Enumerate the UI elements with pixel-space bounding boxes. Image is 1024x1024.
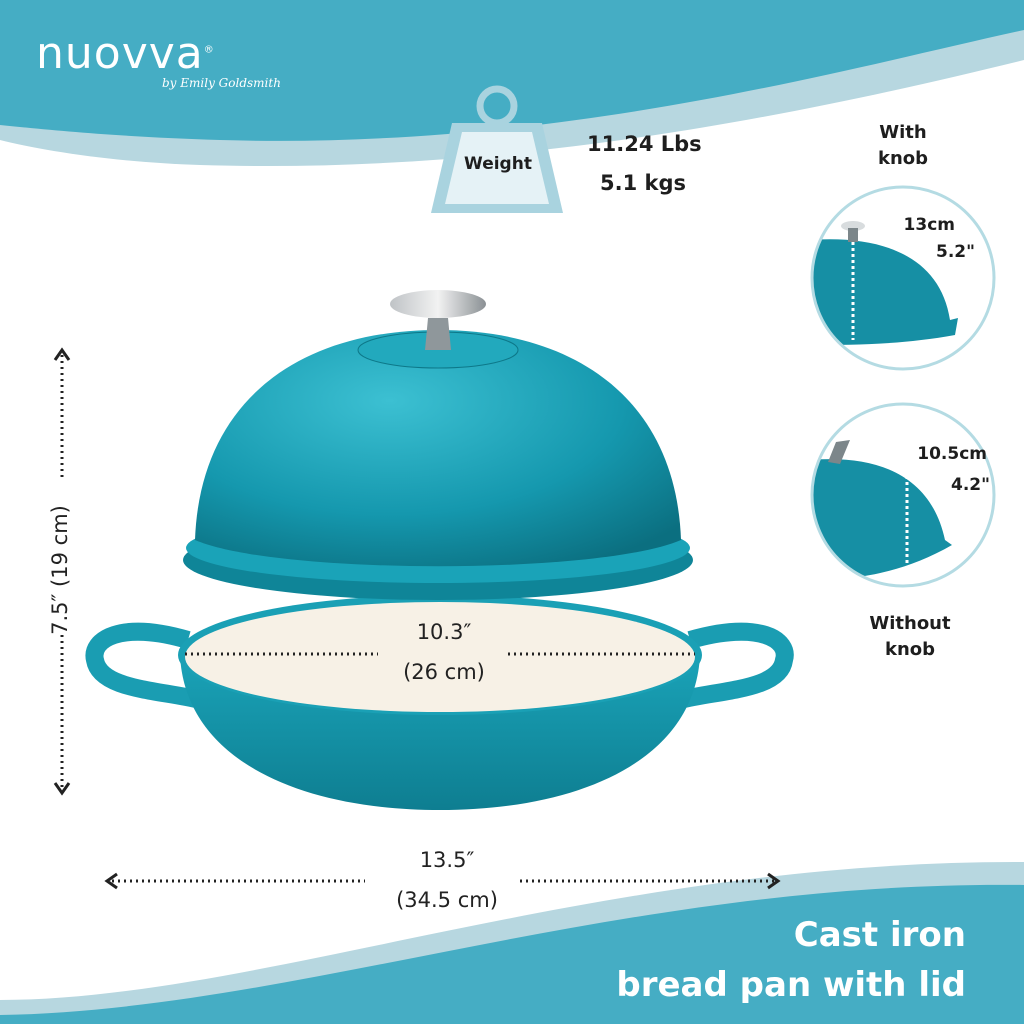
title-line-1: Cast iron (793, 915, 966, 955)
without-knob-circle (810, 402, 996, 588)
without-knob-cm: 10.5cm (917, 444, 987, 464)
weight-icon-label: Weight (464, 154, 532, 174)
with-knob-label: With knob (877, 122, 929, 169)
without-knob-image (813, 440, 952, 580)
with-knob-cm: 13cm (903, 215, 955, 235)
bottom-wave (0, 884, 1024, 1024)
top-wave (0, 0, 1024, 141)
pan-image (85, 595, 794, 810)
with-knob-circle (810, 185, 996, 371)
height-in: 7.5″ (48, 593, 72, 635)
without-knob-label: Without knob (869, 613, 951, 660)
weight-icon (431, 85, 563, 213)
height-cm: (19 cm) (48, 505, 72, 587)
with-knob-image (813, 221, 958, 345)
width-in: 13.5″ (419, 848, 475, 872)
weight-lbs: 11.24 Lbs (587, 132, 702, 156)
inner-cm: (26 cm) (403, 660, 485, 684)
title-line-2: bread pan with lid (616, 965, 966, 1005)
registered-mark: ® (203, 44, 215, 56)
brand-logo: nuovva® (36, 28, 215, 79)
width-dimension: 13.5″ (34.5 cm) (347, 840, 547, 920)
product-title: Cast iron bread pan with lid (616, 910, 966, 1010)
with-knob-in: 5.2" (936, 242, 975, 262)
brand-name: nuovva (36, 28, 204, 79)
without-knob-in: 4.2" (951, 475, 990, 495)
brand-byline: by Emily Goldsmith (162, 76, 281, 90)
width-cm: (34.5 cm) (396, 888, 498, 912)
lid-image (183, 290, 693, 600)
inner-in: 10.3″ (416, 620, 472, 644)
weight-kgs: 5.1 kgs (600, 171, 687, 195)
inner-dimension: 10.3″ (26 cm) (344, 612, 544, 692)
height-dimension: 7.5″ (19 cm) (40, 460, 80, 680)
